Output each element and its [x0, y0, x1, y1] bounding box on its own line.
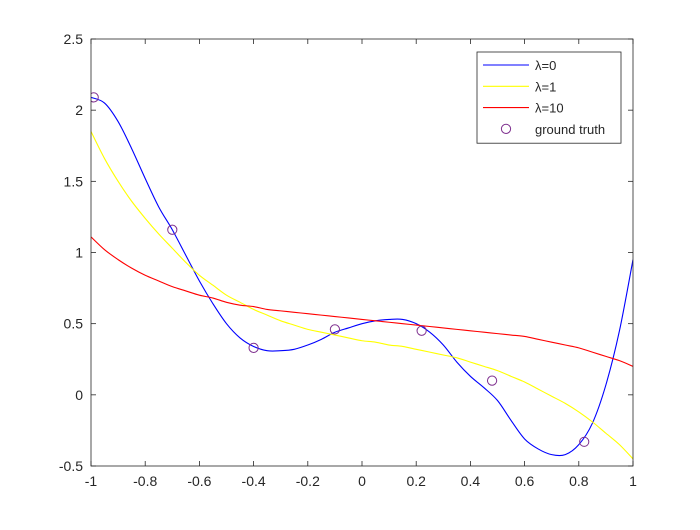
series-layer — [91, 92, 633, 460]
series-line-lambda-10 — [91, 236, 633, 367]
series-line-lambda-0 — [91, 96, 633, 457]
legend-label-lambda-0: λ=0 — [535, 58, 556, 73]
y-tick-label: 1 — [75, 245, 83, 261]
data-point-ground-truth — [91, 92, 99, 103]
y-tick-label: 1.5 — [64, 173, 84, 189]
x-tick-label: -0.4 — [242, 473, 266, 489]
data-point-ground-truth — [329, 324, 340, 335]
x-tick-label: 0.8 — [569, 473, 589, 489]
y-tick-label: -0.5 — [59, 458, 83, 474]
legend: λ=0 λ=1 λ=10 ground truth — [476, 51, 622, 144]
x-tick-label: 0 — [358, 473, 366, 489]
x-tick-label: -0.6 — [187, 473, 211, 489]
legend-label-ground-truth: ground truth — [535, 122, 605, 137]
series-line-lambda-1 — [91, 131, 633, 460]
data-point-ground-truth — [248, 342, 259, 353]
x-tick-label: -1 — [85, 473, 98, 489]
x-tick-label: -0.2 — [296, 473, 320, 489]
data-point-ground-truth — [416, 325, 427, 336]
x-tick-label: 0.6 — [515, 473, 535, 489]
legend-swatch-ground-truth — [500, 123, 512, 134]
y-tick-label: 0 — [75, 387, 83, 403]
legend-label-lambda-10: λ=10 — [535, 101, 564, 116]
y-tick-label: 2.5 — [64, 31, 84, 47]
x-tick-label: 1 — [629, 473, 637, 489]
axes-layer: -1 -0.8 -0.6 -0.4 -0.2 0 0.2 0.4 0.6 0.8 1 -0.5 0 0.5… — [59, 31, 637, 489]
data-point-ground-truth — [486, 375, 498, 386]
y-tick-label: 0.5 — [64, 316, 84, 332]
data-point-ground-truth — [579, 436, 590, 447]
x-tick-label: 0.2 — [406, 473, 426, 489]
data-point-ground-truth — [167, 224, 178, 235]
x-tick-label: 0.4 — [461, 473, 481, 489]
y-tick-label: 2 — [75, 102, 83, 118]
x-tick-label: -0.8 — [133, 473, 157, 489]
legend-label-lambda-1: λ=1 — [535, 79, 556, 94]
